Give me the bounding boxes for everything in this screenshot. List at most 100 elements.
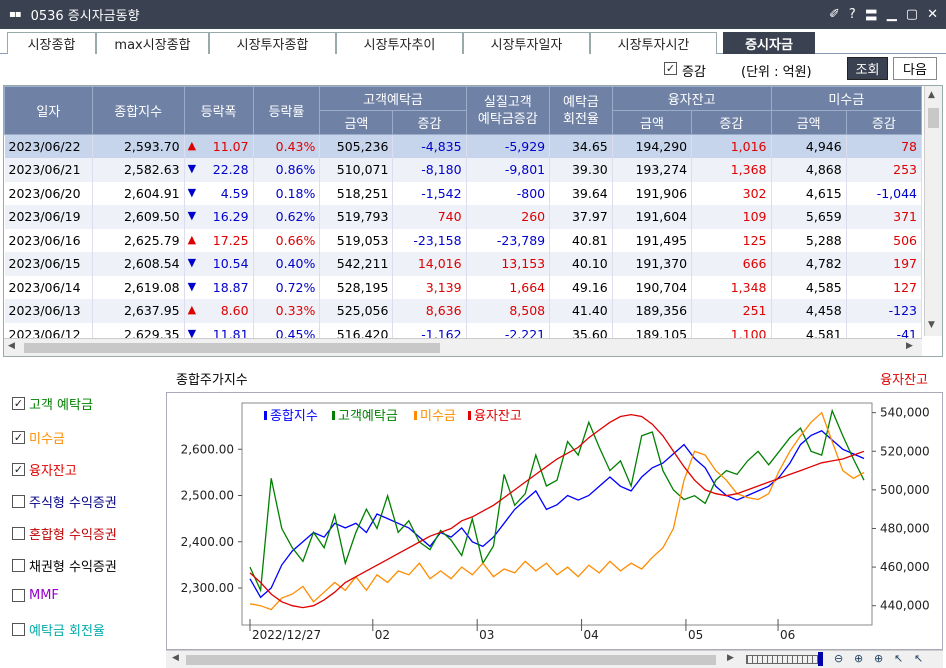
unit-label: (단위 : 억원): [741, 65, 812, 80]
row-margin-change: 302: [691, 181, 772, 205]
table-row[interactable]: 2023/06/13 2,637.95 ▲ 8.60 0.33% 525,056 8,636…: [4, 299, 923, 323]
series-item[interactable]: MMF: [12, 588, 59, 603]
maximize-icon[interactable]: ▢: [905, 7, 919, 22]
header-change[interactable]: 등락폭: [183, 86, 254, 135]
header-margin-change[interactable]: 증감: [691, 110, 772, 135]
series-item[interactable]: 주식형 수익증권: [12, 492, 117, 511]
header-margin[interactable]: 융자잔고: [611, 86, 772, 111]
tab-market-summary[interactable]: 시장종합: [7, 32, 96, 54]
change-checkbox[interactable]: ✓: [664, 62, 677, 75]
header-unpaid-change[interactable]: 증감: [845, 110, 923, 135]
series-checkbox[interactable]: [12, 559, 25, 572]
series-item[interactable]: ✓ 고객 예탁금: [12, 394, 93, 413]
header-turnover[interactable]: 예탁금 회전율: [549, 86, 613, 135]
chart-scrollbar[interactable]: ◀ ▶ ⊖ ⊕ ⊕ ↖ ↖: [166, 650, 943, 668]
scroll-left-icon[interactable]: ◀: [8, 341, 15, 351]
series-checkbox[interactable]: ✓: [12, 463, 25, 476]
header-date[interactable]: 일자: [4, 86, 93, 135]
table-row[interactable]: 2023/06/20 2,604.91 ▼ 4.59 0.18% 518,251 -1,54…: [4, 181, 923, 205]
legend-label: 융자잔고: [474, 409, 522, 424]
row-change: ▲ 17.25: [184, 228, 254, 252]
header-unpaid-amount[interactable]: 금액: [770, 110, 847, 135]
table-row[interactable]: 2023/06/15 2,608.54 ▼ 10.54 0.40% 542,211 14,0…: [4, 252, 923, 276]
row-unpaid: 4,868: [771, 158, 847, 182]
next-button[interactable]: 다음: [893, 57, 937, 80]
series-checkbox[interactable]: [12, 495, 25, 508]
change-value: 16.29: [212, 209, 249, 225]
row-unpaid-change: -123: [846, 299, 923, 323]
header-real-deposit-change[interactable]: 실질고객 예탁금증감: [465, 86, 551, 135]
series-line-0: [249, 430, 865, 599]
tab-market-funds[interactable]: 증시자금: [723, 32, 815, 54]
table-row[interactable]: 2023/06/16 2,625.79 ▲ 17.25 0.66% 519,053 -23,…: [4, 228, 923, 252]
series-checkbox[interactable]: [12, 527, 25, 540]
zoom-slider-handle[interactable]: [818, 652, 823, 666]
header-unpaid[interactable]: 미수금: [770, 86, 923, 111]
arrow-up-icon: ▲: [187, 303, 197, 317]
data-table: 일자 종합지수 등락폭 등락률 고객예탁금 실질고객 예탁금증감 예탁금 회전율…: [4, 86, 923, 346]
zoom-out-icon[interactable]: ⊖: [834, 652, 844, 665]
row-deposit-change: 740: [392, 205, 467, 229]
settings-icon[interactable]: 〓: [864, 9, 878, 24]
vertical-scroll-thumb[interactable]: [928, 108, 939, 128]
series-checkbox[interactable]: [12, 623, 25, 636]
header-deposit[interactable]: 고객예탁금: [319, 86, 467, 111]
tab-investor-summary[interactable]: 시장투자종합: [209, 32, 336, 54]
zoom-fit-icon[interactable]: ⊕: [874, 652, 884, 665]
series-item[interactable]: 혼합형 수익증권: [12, 524, 117, 543]
series-item[interactable]: 예탁금 회전율: [12, 620, 105, 639]
header-deposit-amount[interactable]: 금액: [319, 110, 394, 135]
minimize-icon[interactable]: ▁: [886, 7, 897, 22]
header-deposit-change[interactable]: 증감: [392, 110, 467, 135]
row-real-change: 260: [466, 205, 551, 229]
zoom-slider[interactable]: [746, 655, 822, 664]
row-turnover: 34.65: [549, 134, 613, 158]
series-checkbox[interactable]: ✓: [12, 431, 25, 444]
series-label: 채권형 수익증권: [29, 560, 117, 575]
window-menu-icon[interactable]: ▪▪: [9, 9, 22, 20]
series-checkbox[interactable]: ✓: [12, 397, 25, 410]
row-date: 2023/06/22: [4, 134, 93, 158]
help-icon[interactable]: ?: [848, 7, 856, 22]
tab-investor-daily[interactable]: 시장투자일자: [463, 32, 590, 54]
row-margin-change: 109: [691, 205, 772, 229]
header-index[interactable]: 종합지수: [91, 86, 185, 135]
table-row[interactable]: 2023/06/22 2,593.70 ▲ 11.07 0.43% 505,236 -4,8…: [4, 134, 923, 158]
tab-max-market-summary[interactable]: max시장종합: [96, 32, 209, 54]
horizontal-scroll-thumb[interactable]: [24, 343, 440, 353]
row-unpaid: 4,782: [771, 252, 847, 276]
close-icon[interactable]: ✕: [927, 7, 938, 22]
row-real-change: -23,789: [466, 228, 551, 252]
vertical-scrollbar[interactable]: ▲ ▼: [924, 86, 942, 336]
pin-icon[interactable]: ✐: [828, 7, 840, 22]
series-checkbox[interactable]: [12, 589, 25, 602]
query-button[interactable]: 조회: [847, 57, 888, 80]
chart-scroll-thumb[interactable]: [186, 655, 716, 665]
horizontal-scrollbar[interactable]: ◀ ▶: [4, 338, 922, 356]
chart-right-title: 융자잔고: [880, 373, 928, 388]
plot-area: [241, 402, 873, 626]
table-row[interactable]: 2023/06/21 2,582.63 ▼ 22.28 0.86% 510,071 -8,1…: [4, 158, 923, 182]
series-item[interactable]: 채권형 수익증권: [12, 556, 117, 575]
scroll-up-icon[interactable]: ▲: [928, 90, 935, 100]
chart-scroll-left-icon[interactable]: ◀: [172, 653, 179, 663]
header-margin-amount[interactable]: 금액: [611, 110, 693, 135]
tab-investor-trend[interactable]: 시장투자추이: [336, 32, 463, 54]
table-row[interactable]: 2023/06/14 2,619.08 ▼ 18.87 0.72% 528,195 3,13…: [4, 275, 923, 299]
scroll-down-icon[interactable]: ▼: [928, 320, 935, 330]
scroll-right-icon[interactable]: ▶: [906, 341, 913, 351]
chart-scroll-right-icon[interactable]: ▶: [727, 653, 734, 663]
series-item[interactable]: ✓ 미수금: [12, 428, 65, 447]
row-margin-change: 1,348: [691, 275, 772, 299]
pan-icon[interactable]: ↖: [914, 652, 924, 665]
zoom-in-icon[interactable]: ⊕: [854, 652, 864, 665]
table-row[interactable]: 2023/06/19 2,609.50 ▼ 16.29 0.62% 519,793 740 2…: [4, 205, 923, 229]
tab-investor-hourly[interactable]: 시장투자시간: [590, 32, 717, 54]
row-deposit: 542,211: [319, 252, 394, 276]
change-value: 4.59: [220, 185, 249, 201]
crosshair-icon[interactable]: ↖: [894, 652, 904, 665]
legend-swatch: [414, 411, 417, 420]
header-rate[interactable]: 등락률: [252, 86, 321, 135]
series-item[interactable]: ✓ 융자잔고: [12, 460, 77, 479]
